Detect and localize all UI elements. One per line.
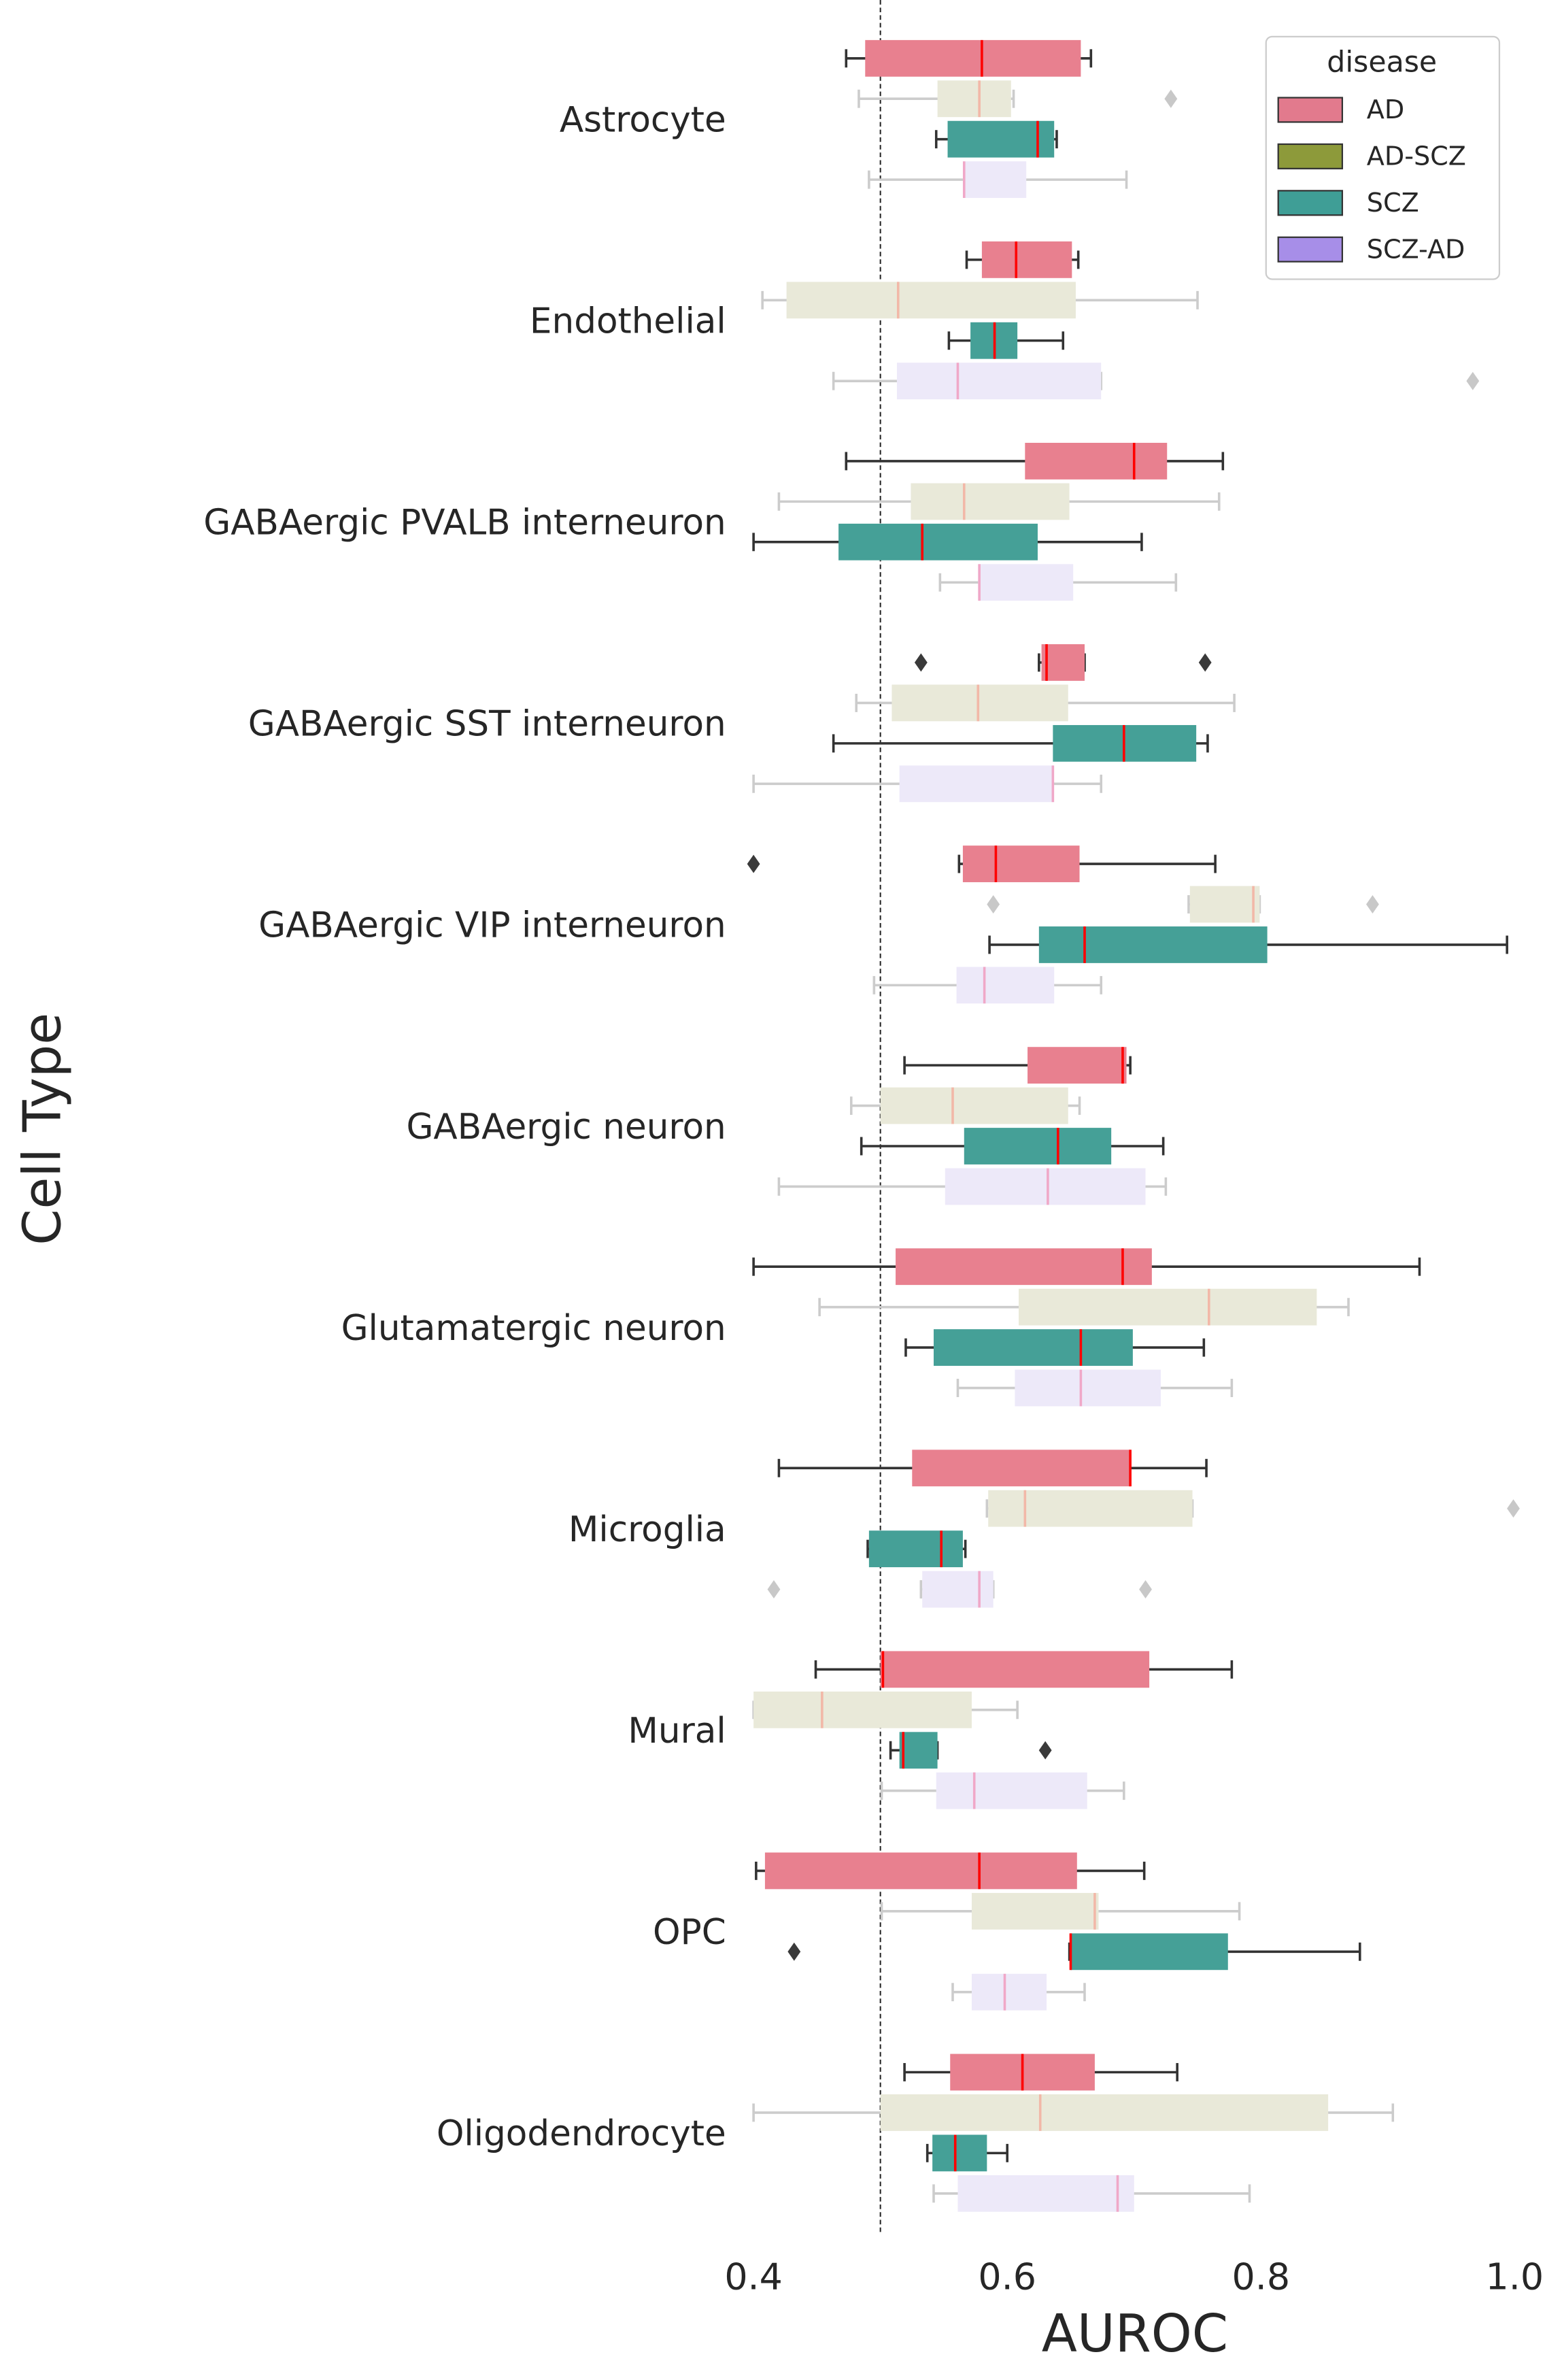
box xyxy=(753,1691,972,1728)
outlier xyxy=(1366,895,1379,914)
box xyxy=(962,845,1080,882)
box xyxy=(947,120,1055,158)
legend-swatch xyxy=(1277,236,1344,263)
box xyxy=(932,2134,987,2172)
box xyxy=(838,523,1038,560)
box xyxy=(764,1852,1077,1890)
box xyxy=(1038,926,1268,963)
y-tick-label: Oligodendrocyte xyxy=(437,2113,726,2154)
y-tick-label: OPC xyxy=(653,1912,726,1953)
legend-label: AD xyxy=(1367,95,1404,124)
outlier xyxy=(1139,1580,1152,1599)
box xyxy=(896,1248,1152,1286)
box xyxy=(936,1772,1087,1809)
y-tick-label: Astrocyte xyxy=(560,99,726,140)
box xyxy=(896,363,1102,400)
outlier xyxy=(767,1580,781,1599)
y-tick-label: GABAergic SST interneuron xyxy=(248,704,726,745)
box xyxy=(956,967,1055,1004)
y-tick-label: Mural xyxy=(628,1711,726,1752)
box xyxy=(1025,443,1168,480)
y-tick-label: Microglia xyxy=(568,1509,726,1550)
box xyxy=(964,1128,1112,1164)
y-tick-label: GABAergic VIP interneuron xyxy=(258,905,726,946)
x-tick-label: 0.4 xyxy=(724,2256,783,2298)
outlier xyxy=(747,854,760,873)
box xyxy=(1189,886,1260,923)
box xyxy=(1015,1369,1161,1407)
outlier xyxy=(1198,653,1212,672)
box xyxy=(988,1490,1193,1527)
outlier xyxy=(787,1942,801,1961)
x-tick-label: 1.0 xyxy=(1486,2256,1544,2298)
box xyxy=(865,39,1081,77)
outlier xyxy=(1164,89,1178,108)
box xyxy=(911,483,1070,520)
box xyxy=(937,80,1011,118)
box xyxy=(981,241,1072,278)
box xyxy=(912,1449,1131,1487)
outlier xyxy=(1038,1741,1052,1760)
legend-label: AD-SCZ xyxy=(1367,141,1466,171)
outlier xyxy=(1466,371,1480,390)
legend-title: disease xyxy=(1327,46,1437,80)
x-tick-label: 0.6 xyxy=(978,2256,1036,2298)
box xyxy=(892,684,1068,722)
x-tick-label: 0.8 xyxy=(1232,2256,1290,2298)
outlier xyxy=(1507,1499,1520,1518)
box xyxy=(922,1571,994,1608)
x-axis-label: AUROC xyxy=(1042,2303,1228,2364)
box xyxy=(962,161,1027,199)
y-tick-label: GABAergic neuron xyxy=(406,1107,726,1147)
box xyxy=(899,765,1053,803)
box xyxy=(1018,1288,1317,1326)
box xyxy=(978,564,1074,601)
legend-swatch xyxy=(1277,97,1344,123)
legend: disease AD AD-SCZ SCZ SCZ-AD xyxy=(1265,35,1501,280)
box xyxy=(971,1892,1099,1930)
box xyxy=(1070,1933,1228,1971)
box xyxy=(899,1732,938,1769)
box xyxy=(1041,644,1085,681)
outlier xyxy=(914,653,928,672)
y-tick-label: Glutamatergic neuron xyxy=(341,1308,726,1349)
box xyxy=(1028,1047,1127,1084)
box xyxy=(880,2094,1329,2131)
y-axis-label: Cell Type xyxy=(12,1013,72,1245)
box xyxy=(934,1329,1133,1366)
legend-swatch xyxy=(1277,143,1344,169)
y-tick-label: Endothelial xyxy=(530,301,726,342)
box xyxy=(880,1651,1150,1688)
outlier xyxy=(987,895,1000,914)
box xyxy=(971,1973,1047,2011)
box xyxy=(945,1168,1146,1205)
box xyxy=(786,282,1076,319)
box xyxy=(880,1087,1068,1124)
legend-label: SCZ-AD xyxy=(1367,234,1465,264)
box xyxy=(868,1530,963,1568)
box xyxy=(957,2175,1134,2212)
legend-swatch xyxy=(1277,190,1344,216)
y-tick-label: GABAergic PVALB interneuron xyxy=(203,503,726,543)
legend-label: SCZ xyxy=(1367,188,1419,218)
